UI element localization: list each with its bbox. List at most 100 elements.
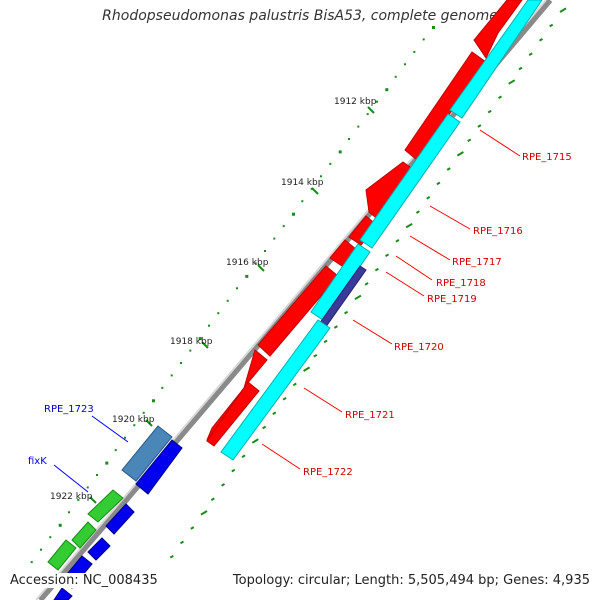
map-title: Rhodopseudomonas palustris BisA53, compl… <box>102 8 498 24</box>
tick-mark <box>190 526 195 530</box>
tick-dot <box>264 250 266 252</box>
tick-mark <box>467 138 472 143</box>
forward-strand-genes <box>206 0 523 447</box>
tick-dot <box>282 225 285 228</box>
gene-rpe-1718[interactable] <box>329 239 358 267</box>
tick-mark <box>385 253 390 257</box>
label-rpe-1720[interactable]: RPE_1720 <box>394 342 444 353</box>
tick-dot <box>245 274 249 278</box>
label-rpe-1723[interactable]: RPE_1723 <box>44 404 94 415</box>
gene-fixk[interactable] <box>105 503 135 535</box>
tick-dot <box>273 237 276 240</box>
gene-fixk-green[interactable] <box>87 489 124 523</box>
gene-blue-5[interactable] <box>53 587 73 600</box>
tick-mark <box>231 468 236 473</box>
tick-mark <box>405 222 413 229</box>
tick-mark <box>487 109 492 114</box>
tick-mark <box>538 38 544 42</box>
tick-mark <box>426 196 431 200</box>
left-gene-labels: RPE_1723 fixK <box>28 404 129 493</box>
tick-dot <box>198 337 202 341</box>
tick-dot <box>161 386 164 389</box>
tick-dot <box>217 312 220 315</box>
gene-rpe-1720[interactable] <box>257 265 339 357</box>
label-rpe-1716[interactable]: RPE_1716 <box>473 226 523 237</box>
tick-mark <box>354 294 362 301</box>
scale-label-1914: 1914 kbp <box>281 178 324 188</box>
tick-mark <box>169 554 174 559</box>
tick-mark <box>446 167 451 171</box>
tick-dot <box>338 150 342 154</box>
tick-dot <box>142 411 145 414</box>
label-fixk[interactable]: fixK <box>28 456 47 467</box>
tick-dot <box>385 88 389 92</box>
label-rpe-1718[interactable]: RPE_1718 <box>436 278 486 289</box>
label-rpe-1717[interactable]: RPE_1717 <box>452 257 502 268</box>
gene-blue-1[interactable] <box>135 439 183 495</box>
tick-dot <box>96 474 98 476</box>
tick-mark <box>549 23 554 28</box>
tick-mark <box>272 411 277 415</box>
tick-dot <box>208 324 210 327</box>
label-rpe-1715[interactable]: RPE_1715 <box>522 152 572 163</box>
gene-rpe-1714[interactable] <box>473 0 523 60</box>
tick-mark <box>477 124 482 128</box>
label-rpe-1719[interactable]: RPE_1719 <box>427 294 477 305</box>
gene-green-2[interactable] <box>71 521 97 549</box>
tick-dot <box>413 50 416 53</box>
forward-gene-labels: RPE_1715 RPE_1716 RPE_1717 RPE_1718 RPE_… <box>261 129 572 478</box>
gene-rpe-1715[interactable] <box>404 51 487 161</box>
tick-dot <box>180 362 182 364</box>
tick-mark <box>179 540 185 545</box>
tick-mark <box>436 181 441 186</box>
tick-dot <box>236 287 238 290</box>
inner-tick-marks <box>169 7 567 559</box>
tick-dot <box>422 38 425 41</box>
tick-mark <box>456 151 464 157</box>
gene-blue-3[interactable] <box>87 537 111 561</box>
tick-mark <box>200 510 208 516</box>
scale-label-1922: 1922 kbp <box>50 492 93 502</box>
tick-dot <box>124 436 126 439</box>
outer-tick-dots <box>30 26 435 564</box>
tick-dot <box>226 299 229 302</box>
tick-mark <box>210 497 215 502</box>
gene-cyan-a[interactable] <box>449 0 543 119</box>
tick-mark <box>251 438 259 444</box>
gene-rpe-1723[interactable] <box>121 425 173 482</box>
genome-summary: Topology: circular; Length: 5,505,494 bp… <box>230 573 592 588</box>
tick-mark <box>559 7 567 13</box>
tick-dot <box>394 75 397 78</box>
tick-mark <box>313 353 318 358</box>
tick-mark <box>528 52 533 56</box>
gene-cyan-b[interactable] <box>359 113 461 249</box>
tick-dot <box>58 523 62 527</box>
tick-dot <box>77 498 80 501</box>
tick-dot <box>40 548 42 551</box>
tick-dot <box>320 175 322 178</box>
tick-dot <box>68 511 70 514</box>
tick-dot <box>376 100 378 103</box>
gene-cyan-d[interactable] <box>220 319 331 461</box>
tick-mark <box>497 95 503 100</box>
tick-mark <box>292 382 297 387</box>
tick-dot <box>133 424 136 427</box>
gene-rpe-1722[interactable] <box>206 381 260 447</box>
tick-mark <box>282 397 287 401</box>
tick-mark <box>374 267 379 272</box>
tick-dot <box>152 399 155 403</box>
tick-dot <box>348 138 350 140</box>
gene-green-3[interactable] <box>47 539 77 571</box>
accession-label: Accession: NC_008435 <box>8 573 160 588</box>
tick-dot <box>49 536 52 539</box>
tick-dot <box>357 125 360 128</box>
scale-labels: 1912 kbp 1914 kbp 1916 kbp 1918 kbp 1920… <box>50 97 377 504</box>
tick-dot <box>404 63 406 66</box>
tick-mark <box>241 454 246 458</box>
tick-dot <box>254 262 257 265</box>
label-rpe-1722[interactable]: RPE_1722 <box>303 467 353 478</box>
tick-dot <box>189 349 192 352</box>
tick-dot <box>170 374 173 377</box>
label-rpe-1721[interactable]: RPE_1721 <box>345 410 395 421</box>
tick-mark <box>395 239 400 243</box>
